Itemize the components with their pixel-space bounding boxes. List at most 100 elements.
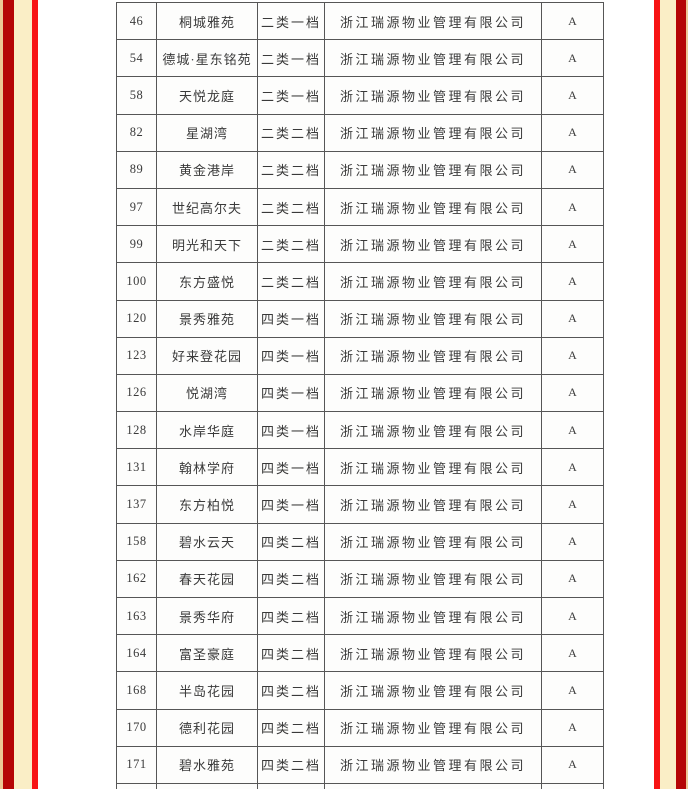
table-row: 137 东方柏悦 四类一档 浙江瑞源物业管理有限公司 A	[117, 486, 603, 524]
cell-no: 158	[126, 534, 147, 549]
right-bright-red-stripe	[654, 0, 660, 789]
cell-name: 碧水云天	[156, 523, 257, 560]
cell-grade: A	[541, 40, 603, 77]
cell-no: 54	[129, 50, 144, 65]
cell-category: 二类二档	[257, 226, 324, 263]
cell-category	[257, 783, 324, 789]
cell-grade: A	[541, 77, 603, 114]
cell-no: 137	[126, 497, 147, 512]
table-row: 163 景秀华府 四类二档 浙江瑞源物业管理有限公司 A	[117, 598, 603, 636]
cell-no: 168	[126, 682, 147, 697]
table-row: 89 黄金港岸 二类二档 浙江瑞源物业管理有限公司 A	[117, 151, 603, 189]
cell-category: 四类一档	[257, 412, 324, 449]
cell-grade: A	[541, 709, 603, 746]
table-row: 164 富圣豪庭 四类二档 浙江瑞源物业管理有限公司 A	[117, 635, 603, 673]
cell-company: 浙江瑞源物业管理有限公司	[324, 635, 541, 672]
cell-category: 四类二档	[257, 709, 324, 746]
cell-grade: A	[541, 263, 603, 300]
cell-grade: A	[541, 635, 603, 672]
cell-category: 四类二档	[257, 746, 324, 783]
cell-category: 二类一档	[257, 40, 324, 77]
cell-no: 97	[129, 199, 144, 214]
cell-name: 德利花园	[156, 709, 257, 746]
cell-grade: A	[541, 672, 603, 709]
cell-category: 四类一档	[257, 300, 324, 337]
cell-grade: A	[541, 746, 603, 783]
table-row: 120 景秀雅苑 四类一档 浙江瑞源物业管理有限公司 A	[117, 300, 603, 338]
property-grading-table: 46 桐城雅苑 二类一档 浙江瑞源物业管理有限公司 A 54 德城·星东铭苑 二类一档 浙江瑞源…	[116, 2, 604, 789]
cell-name: 春天花园	[156, 560, 257, 597]
cell-category: 四类二档	[257, 635, 324, 672]
cell-no: 170	[126, 720, 147, 735]
cell-company: 浙江瑞源物业管理有限公司	[324, 300, 541, 337]
cell-company: 浙江瑞源物业管理有限公司	[324, 337, 541, 374]
cell-name: 好来登花园	[156, 337, 257, 374]
cell-category: 四类一档	[257, 337, 324, 374]
table-row-partial	[117, 783, 603, 789]
cell-grade: A	[541, 598, 603, 635]
cell-name: 悦湖湾	[156, 374, 257, 412]
cell-company: 浙江瑞源物业管理有限公司	[324, 523, 541, 560]
table-row: 128 水岸华庭 四类一档 浙江瑞源物业管理有限公司 A	[117, 412, 603, 450]
cell-grade: A	[541, 374, 603, 412]
table-row: 100 东方盛悦 二类二档 浙江瑞源物业管理有限公司 A	[117, 263, 603, 301]
cell-category: 四类一档	[257, 486, 324, 523]
cell-name: 翰林学府	[156, 449, 257, 486]
cell-name: 世纪高尔夫	[156, 188, 257, 226]
cell-no: 99	[129, 236, 144, 251]
table-row: 82 星湖湾 二类二档 浙江瑞源物业管理有限公司 A	[117, 114, 603, 152]
cell-name: 东方盛悦	[156, 263, 257, 300]
cell-category: 二类一档	[257, 3, 324, 40]
cell-grade: A	[541, 337, 603, 374]
cell-category: 四类二档	[257, 560, 324, 597]
cell-category: 四类一档	[257, 449, 324, 486]
cell-grade: A	[541, 151, 603, 188]
cell-no	[117, 784, 156, 789]
cell-category: 二类二档	[257, 151, 324, 188]
cell-company: 浙江瑞源物业管理有限公司	[324, 449, 541, 486]
cell-name	[156, 783, 257, 789]
cell-company: 浙江瑞源物业管理有限公司	[324, 412, 541, 449]
cell-name: 东方柏悦	[156, 486, 257, 523]
cell-category: 四类二档	[257, 672, 324, 709]
cell-company: 浙江瑞源物业管理有限公司	[324, 709, 541, 746]
cell-name: 德城·星东铭苑	[156, 40, 257, 77]
cell-category: 四类二档	[257, 523, 324, 560]
table-row: 131 翰林学府 四类一档 浙江瑞源物业管理有限公司 A	[117, 449, 603, 487]
cell-company: 浙江瑞源物业管理有限公司	[324, 77, 541, 114]
cell-no: 131	[126, 459, 147, 474]
table-row: 46 桐城雅苑 二类一档 浙江瑞源物业管理有限公司 A	[117, 3, 603, 41]
cell-name: 天悦龙庭	[156, 77, 257, 114]
cell-name: 黄金港岸	[156, 151, 257, 188]
cell-grade: A	[541, 3, 603, 40]
table-row: 171 碧水雅苑 四类二档 浙江瑞源物业管理有限公司 A	[117, 746, 603, 784]
table-row: 123 好来登花园 四类一档 浙江瑞源物业管理有限公司 A	[117, 337, 603, 375]
cell-grade: A	[541, 486, 603, 523]
cell-no: 171	[126, 757, 147, 772]
cell-company: 浙江瑞源物业管理有限公司	[324, 746, 541, 783]
cell-no: 164	[126, 645, 147, 660]
cell-no: 58	[129, 87, 144, 102]
cell-name: 星湖湾	[156, 114, 257, 151]
left-cream-stripe	[14, 0, 32, 789]
cell-grade: A	[541, 412, 603, 449]
cell-company: 浙江瑞源物业管理有限公司	[324, 188, 541, 226]
cell-no: 82	[129, 125, 144, 140]
cell-no: 120	[126, 311, 147, 326]
left-dark-red-stripe	[3, 0, 14, 789]
cell-company: 浙江瑞源物业管理有限公司	[324, 226, 541, 263]
cell-grade: A	[541, 188, 603, 226]
cell-company: 浙江瑞源物业管理有限公司	[324, 672, 541, 709]
table-row: 170 德利花园 四类二档 浙江瑞源物业管理有限公司 A	[117, 709, 603, 747]
cell-no: 46	[129, 13, 144, 28]
right-cream-stripe	[660, 0, 676, 789]
cell-grade: A	[541, 300, 603, 337]
cell-company: 浙江瑞源物业管理有限公司	[324, 598, 541, 635]
cell-grade	[541, 783, 603, 789]
cell-company: 浙江瑞源物业管理有限公司	[324, 263, 541, 300]
cell-name: 景秀华府	[156, 598, 257, 635]
cell-company	[324, 783, 541, 789]
cell-name: 桐城雅苑	[156, 3, 257, 40]
left-outer-gold-stripe	[0, 0, 3, 789]
